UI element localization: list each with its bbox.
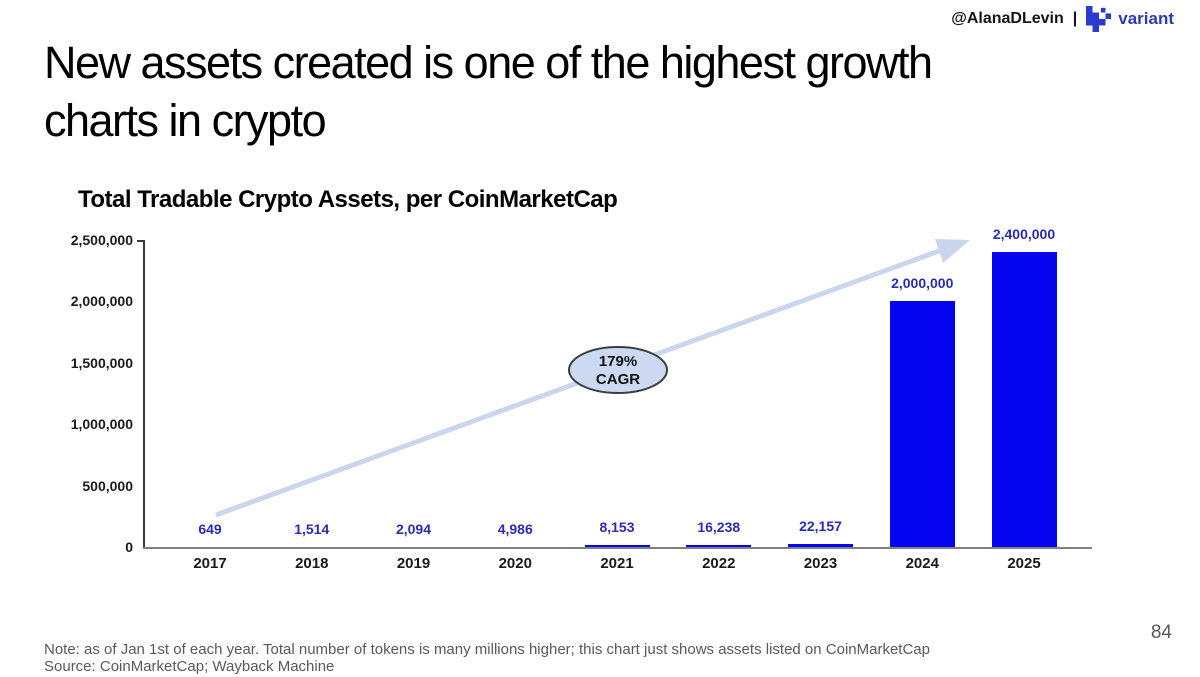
footnote-note: Note: as of Jan 1st of each year. Total … — [44, 641, 930, 658]
chart-title: Total Tradable Crypto Assets, per CoinMa… — [78, 186, 618, 213]
bar-2022 — [686, 545, 752, 547]
bar-value-label-2018: 1,514 — [294, 521, 330, 537]
y-axis-tick-label: 1,000,000 — [70, 416, 133, 433]
bar-2025 — [991, 252, 1057, 547]
x-axis-tick-label-2017: 2017 — [193, 555, 227, 572]
x-axis-line — [143, 547, 1092, 549]
x-axis-tick-label-2022: 2022 — [702, 555, 736, 572]
brand-lockup: variant — [1086, 6, 1174, 32]
chart-plot-area: 179% CAGR 2,500,000 2,000,000 1,500,000 1,0… — [71, 226, 1092, 572]
y-axis-tick-label: 0 — [125, 539, 133, 555]
bar-value-label-2022: 16,238 — [697, 519, 741, 535]
variant-logo-icon — [1086, 6, 1112, 32]
brand-name: variant — [1118, 9, 1174, 28]
bar-value-label-2021: 8,153 — [599, 519, 635, 535]
x-axis-tick-label-2023: 2023 — [803, 555, 838, 572]
y-axis-tick-label: 2,500,000 — [70, 232, 133, 248]
author-handle: @AlanaDLevin — [951, 10, 1064, 27]
cagr-value: 179% — [598, 353, 638, 370]
cagr-ellipse — [568, 346, 668, 394]
bar-value-label-2023: 22,157 — [799, 518, 842, 534]
header-separator: | — [1072, 10, 1078, 27]
y-axis-line — [143, 240, 145, 549]
y-axis-top-tick — [137, 240, 143, 242]
y-axis-tick-label: 1,500,000 — [70, 354, 133, 371]
growth-arrow-head — [935, 239, 970, 263]
growth-arrow-annotation — [215, 239, 970, 518]
header: @AlanaDLevin | variant — [951, 6, 1174, 32]
slide-title: New assets created is one of the highest… — [44, 34, 933, 150]
bar-2021 — [584, 545, 650, 547]
bar-2024 — [889, 301, 955, 547]
cagr-annotation: 179% CAGR — [569, 349, 667, 393]
slide-title-line2: charts in crypto — [44, 95, 327, 146]
x-axis-tick-label-2024: 2024 — [905, 555, 939, 572]
x-axis-tick-label-2018: 2018 — [295, 555, 329, 572]
bar-value-label-2020: 4,986 — [497, 521, 533, 537]
y-axis-tick-label: 2,000,000 — [70, 293, 133, 310]
y-axis-tick-label: 500,000 — [82, 477, 133, 494]
bar-value-label-2024: 2,000,000 — [891, 275, 954, 291]
x-axis-tick-label-2025: 2025 — [1007, 555, 1041, 572]
x-axis-tick-label-2021: 2021 — [600, 555, 634, 572]
slide-title-line1: New assets created is one of the highest… — [44, 37, 933, 88]
bar-value-label-2017: 649 — [198, 521, 222, 537]
bar-value-label-2025: 2,400,000 — [992, 226, 1056, 242]
x-axis-tick-label-2020: 2020 — [498, 555, 532, 572]
bar-2023 — [788, 544, 853, 547]
cagr-label: CAGR — [595, 371, 641, 388]
page-number: 84 — [1150, 622, 1172, 643]
footnote: Note: as of Jan 1st of each year. Total … — [44, 641, 930, 675]
footnote-source: Source: CoinMarketCap; Wayback Machine — [44, 658, 335, 675]
bar-value-label-2019: 2,094 — [395, 521, 432, 537]
x-axis-tick-label-2019: 2019 — [396, 555, 431, 572]
